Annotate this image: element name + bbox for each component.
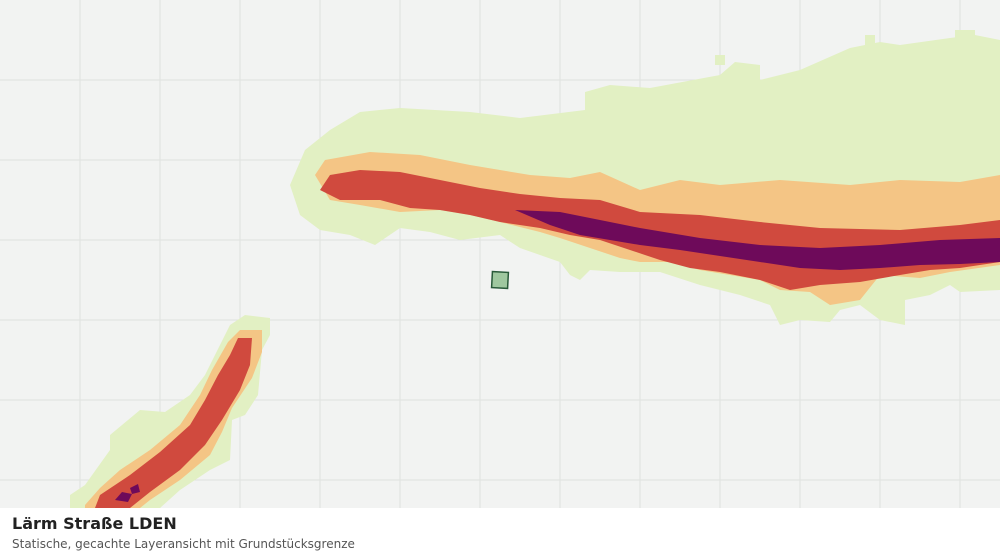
noise-zone-southwest [70, 315, 270, 508]
noise-zone-main [290, 30, 1000, 325]
map-canvas [0, 0, 1000, 508]
layer-title: Lärm Straße LDEN [12, 514, 177, 533]
caption-bar: Lärm Straße LDEN Statische, gecachte Lay… [0, 508, 1000, 560]
parcel-boundary [490, 270, 510, 290]
layer-subtitle: Statische, gecachte Layeransicht mit Gru… [12, 537, 355, 551]
